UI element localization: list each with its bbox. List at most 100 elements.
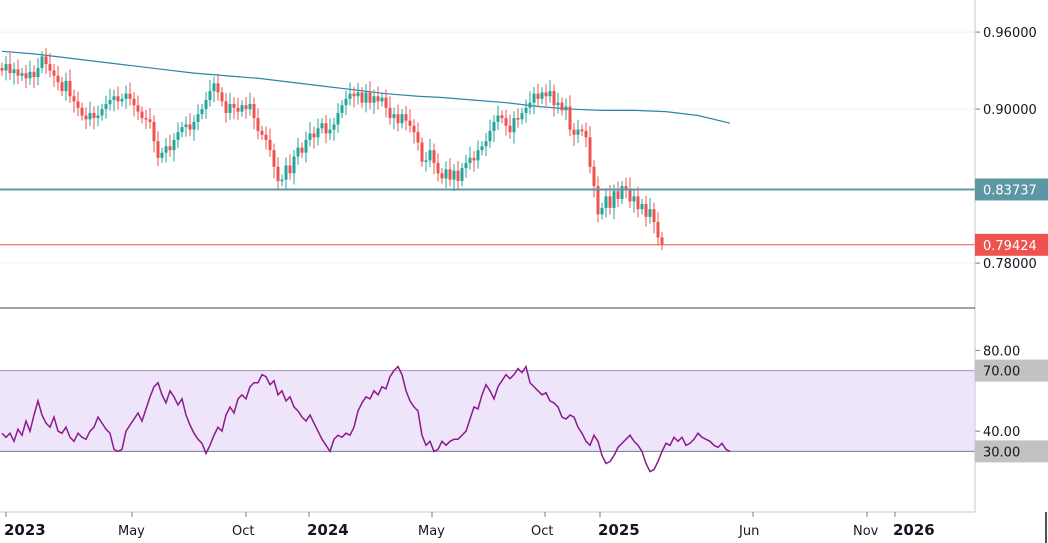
- candle-body: [444, 169, 448, 179]
- candle-body: [560, 102, 564, 111]
- candle-body: [648, 209, 652, 217]
- rsi-band-badge-label: 70.00: [983, 365, 1020, 380]
- candle-body: [416, 132, 420, 143]
- candle-body: [488, 130, 492, 142]
- rsi-band-fill: [0, 370, 975, 452]
- price-level-badge-label: 0.79424: [983, 239, 1037, 254]
- candle-body: [48, 64, 52, 71]
- candle-body: [60, 82, 64, 92]
- candle-body: [316, 128, 320, 138]
- candle-body: [52, 70, 56, 76]
- candle-body: [8, 64, 12, 74]
- candle-body: [604, 196, 608, 208]
- candle-body: [472, 157, 476, 161]
- candle-body: [376, 96, 380, 102]
- candle-body: [64, 80, 68, 92]
- candle-body: [4, 64, 8, 71]
- candle-body: [148, 119, 152, 122]
- rsi-axis-tick-label: 80.00: [983, 344, 1020, 359]
- rsi-panel: [0, 364, 975, 473]
- candle-body: [440, 173, 444, 179]
- candle-body: [592, 166, 596, 187]
- candle-body: [84, 115, 88, 120]
- price-level-badge: [975, 233, 1048, 256]
- candlestick-layer: [0, 48, 664, 251]
- candle-body: [404, 114, 408, 121]
- time-axis-label: May: [418, 524, 445, 539]
- candle-body: [616, 191, 620, 199]
- candle-body: [116, 96, 120, 102]
- candle-body: [248, 103, 252, 110]
- candle-body: [492, 121, 496, 131]
- candle-body: [448, 169, 452, 180]
- candle-body: [224, 101, 228, 113]
- candle-body: [428, 150, 432, 161]
- candle-body: [236, 107, 240, 112]
- price-axis-tick-label: 0.96000: [983, 26, 1037, 41]
- candle-body: [420, 142, 424, 162]
- candle-body: [204, 100, 208, 110]
- candle-body: [100, 109, 104, 116]
- candle-body: [244, 105, 248, 110]
- candle-body: [552, 91, 556, 106]
- time-axis-label: 2024: [307, 521, 349, 539]
- candle-body: [408, 120, 412, 126]
- price-level-badge-label: 0.83737: [983, 183, 1037, 198]
- label-layer: 0.83737 0.79424 70.00 30.00: [975, 178, 1048, 463]
- candle-body: [624, 186, 628, 189]
- candle-body: [216, 83, 220, 93]
- time-axis-label: 2025: [598, 521, 640, 539]
- time-axis-label: Jun: [738, 524, 759, 539]
- price-panel-grid: [0, 31, 975, 264]
- candle-body: [20, 73, 24, 76]
- candle-body: [508, 125, 512, 133]
- candle-body: [128, 93, 132, 99]
- rsi-band-badge-label: 30.00: [983, 445, 1020, 460]
- candle-body: [120, 98, 124, 102]
- candle-body: [364, 92, 368, 103]
- candle-body: [68, 80, 72, 97]
- time-axis-label: Oct: [531, 524, 553, 539]
- price-axis-tick-label: 0.90000: [983, 103, 1037, 118]
- rsi-band-badge: [975, 440, 1048, 463]
- candle-body: [152, 121, 156, 142]
- candle-body: [584, 130, 588, 138]
- candle-body: [568, 106, 572, 130]
- candle-body: [344, 98, 348, 106]
- candle-body: [144, 118, 148, 120]
- candle-body: [400, 114, 404, 124]
- candle-body: [272, 150, 276, 167]
- candle-body: [340, 105, 344, 113]
- time-axis-label: Oct: [232, 524, 254, 539]
- candle-body: [532, 93, 536, 103]
- candle-body: [268, 139, 272, 151]
- candle-body: [528, 102, 532, 108]
- candle-body: [360, 92, 364, 103]
- candle-body: [252, 103, 256, 119]
- candle-body: [180, 127, 184, 133]
- candle-body: [0, 68, 4, 71]
- candle-body: [80, 107, 84, 116]
- candle-body: [276, 166, 280, 181]
- candle-body: [612, 191, 616, 208]
- candle-body: [468, 157, 472, 163]
- candle-body: [580, 129, 584, 132]
- candle-body: [136, 105, 140, 112]
- candle-body: [384, 97, 388, 108]
- candle-body: [176, 132, 180, 140]
- candle-body: [424, 160, 428, 162]
- candle-body: [88, 112, 92, 120]
- candle-body: [548, 91, 552, 97]
- candle-body: [96, 115, 100, 119]
- candle-body: [388, 107, 392, 119]
- candle-body: [332, 124, 336, 130]
- time-axis-label: 2023: [4, 521, 46, 539]
- candle-body: [308, 133, 312, 140]
- time-axis-label: 2026: [893, 521, 935, 539]
- candle-body: [76, 101, 80, 108]
- candle-body: [324, 123, 328, 134]
- candle-body: [500, 115, 504, 119]
- candle-body: [660, 237, 664, 246]
- candle-body: [436, 162, 440, 174]
